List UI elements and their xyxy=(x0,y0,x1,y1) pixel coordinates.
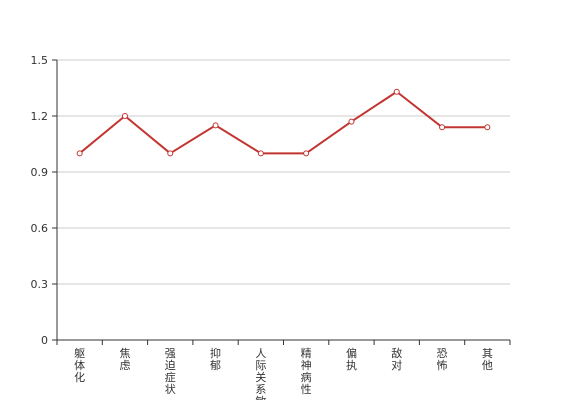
data-point[interactable] xyxy=(348,118,355,125)
grid-lines xyxy=(57,59,510,285)
x-category-label: 焦虑 xyxy=(119,347,130,372)
x-category-label: 精神病性 xyxy=(301,347,312,396)
y-tick-label: 0.3 xyxy=(31,278,49,291)
data-points xyxy=(76,88,491,157)
data-point[interactable] xyxy=(121,113,128,119)
data-point[interactable] xyxy=(439,124,446,131)
x-axis-ticks: 躯体化 焦虑 强迫症状 抑郁 人际关系敏感 精神病性 偏执 敌对 恐怖 其他 xyxy=(56,340,511,400)
x-category-label: 躯体化 xyxy=(74,347,85,384)
x-category-label: 偏执 xyxy=(346,346,357,372)
x-category-label: 恐怖 xyxy=(437,347,448,372)
data-point[interactable] xyxy=(212,122,219,129)
x-category-label: 人际关系敏感 xyxy=(255,347,266,400)
data-point[interactable] xyxy=(484,124,491,131)
y-tick-label: 0.6 xyxy=(31,222,49,235)
series-line xyxy=(79,90,488,155)
y-tick-label: 1.2 xyxy=(31,110,49,123)
y-tick-label: 0.9 xyxy=(31,166,49,179)
x-category-label: 其他 xyxy=(482,347,493,372)
y-tick-label: 1.5 xyxy=(31,54,49,67)
y-axis-ticks: 0 0.3 0.6 0.9 1.2 1.5 xyxy=(31,54,57,347)
y-tick-label: 0 xyxy=(41,334,48,347)
data-point[interactable] xyxy=(76,150,83,157)
axes xyxy=(56,60,510,341)
x-category-label: 敌对 xyxy=(391,346,402,372)
data-point[interactable] xyxy=(167,150,174,157)
data-point[interactable] xyxy=(303,150,310,157)
x-category-label: 抑郁 xyxy=(210,346,221,372)
data-point[interactable] xyxy=(257,150,264,157)
data-point[interactable] xyxy=(393,88,400,95)
x-category-label: 强迫症状 xyxy=(165,347,176,396)
series-line xyxy=(79,90,488,155)
